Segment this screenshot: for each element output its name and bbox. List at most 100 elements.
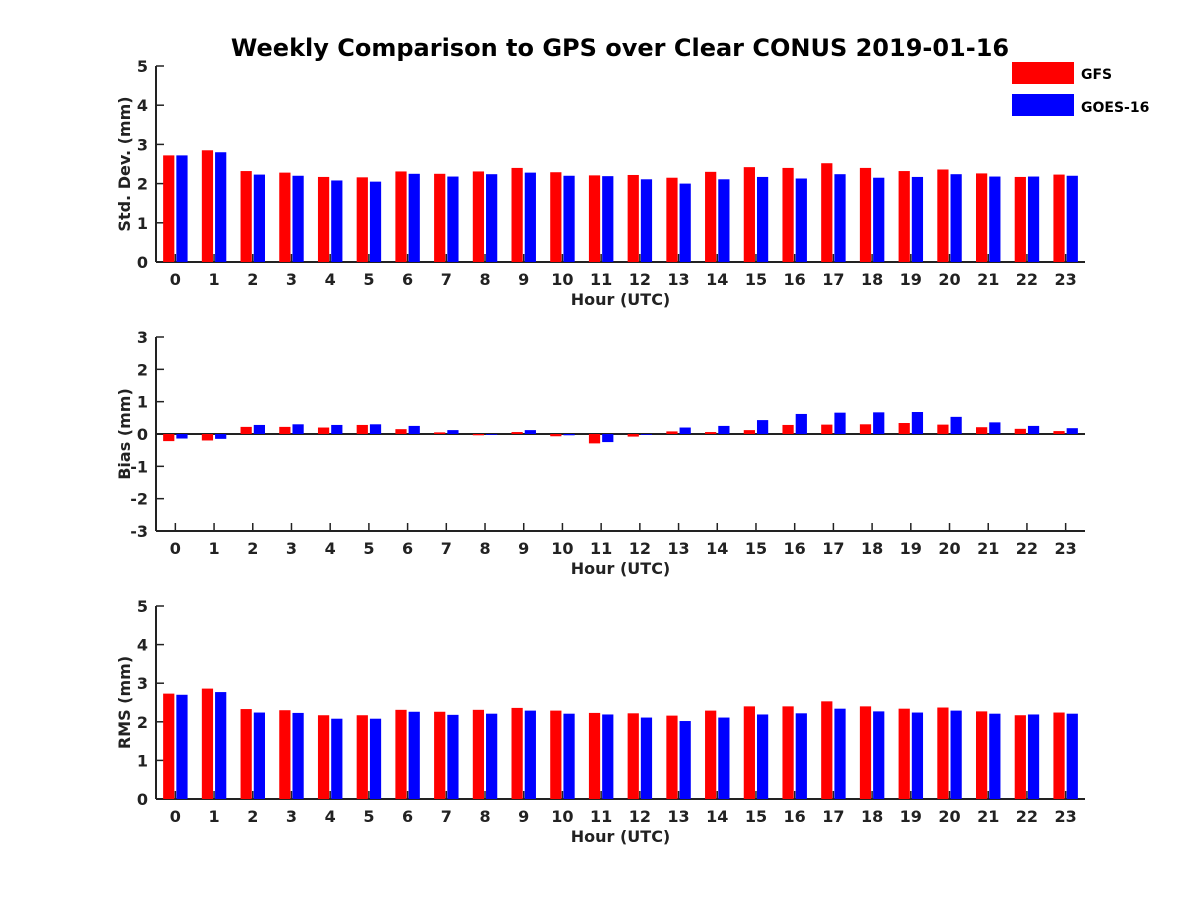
std-bar-goes16-hour-17 xyxy=(834,174,846,262)
rms-bar-goes16-hour-13 xyxy=(679,721,691,799)
bias-xtick-label: 15 xyxy=(745,539,767,558)
bias-bar-gfs-hour-17 xyxy=(821,424,833,434)
bias-xtick-label: 18 xyxy=(861,539,883,558)
std-bar-goes16-hour-10 xyxy=(563,175,575,262)
std-bar-gfs-hour-12 xyxy=(627,174,639,262)
rms-bar-gfs-hour-1 xyxy=(201,688,214,799)
rms-bar-goes16-hour-6 xyxy=(408,711,420,799)
bias-bar-goes16-hour-22 xyxy=(1027,425,1040,434)
std-ytick-label: 4 xyxy=(137,96,148,115)
rms-xtick-label: 22 xyxy=(1016,807,1038,826)
rms-xtick-label: 7 xyxy=(441,807,452,826)
std-xtick-label: 16 xyxy=(784,270,806,289)
std-bar-gfs-hour-7 xyxy=(434,173,446,262)
bias-bar-gfs-hour-12 xyxy=(627,434,639,437)
rms-bar-gfs-hour-15 xyxy=(743,706,755,799)
std-xtick-label: 14 xyxy=(706,270,728,289)
std-xtick-label: 20 xyxy=(938,270,960,289)
bias-bar-gfs-hour-18 xyxy=(859,424,872,434)
std-ytick-label: 2 xyxy=(137,175,148,194)
chart-title: Weekly Comparison to GPS over Clear CONU… xyxy=(231,34,1009,62)
rms-bar-gfs-hour-5 xyxy=(356,715,368,799)
bias-bar-gfs-hour-6 xyxy=(395,429,407,434)
bias-bar-goes16-hour-11 xyxy=(602,434,614,443)
rms-xtick-label: 23 xyxy=(1055,807,1077,826)
rms-bar-gfs-hour-9 xyxy=(511,707,523,799)
std-xtick-label: 11 xyxy=(590,270,612,289)
rms-bar-goes16-hour-14 xyxy=(718,717,730,799)
std-bar-gfs-hour-20 xyxy=(937,169,949,262)
std-bar-gfs-hour-21 xyxy=(976,173,988,262)
bias-bar-goes16-hour-12 xyxy=(640,434,653,435)
rms-bar-goes16-hour-18 xyxy=(873,711,885,799)
bias-xtick-label: 6 xyxy=(402,539,413,558)
rms-xtick-label: 9 xyxy=(518,807,529,826)
bias-bar-gfs-hour-23 xyxy=(1053,431,1065,434)
rms-ytick-label: 3 xyxy=(137,674,148,693)
rms-bar-goes16-hour-12 xyxy=(640,717,653,799)
rms-xtick-label: 17 xyxy=(822,807,844,826)
bias-y-axis-label: Bias (mm) xyxy=(115,388,134,480)
std-bar-goes16-hour-3 xyxy=(292,175,304,262)
std-bar-goes16-hour-13 xyxy=(679,183,691,262)
rms-y-axis-label: RMS (mm) xyxy=(115,656,134,749)
rms-bar-goes16-hour-11 xyxy=(602,714,614,799)
bias-bar-gfs-hour-16 xyxy=(782,424,794,434)
std-ytick-label: 1 xyxy=(137,214,148,233)
bias-bar-goes16-hour-21 xyxy=(989,422,1001,434)
std-bar-goes16-hour-0 xyxy=(176,155,188,262)
bias-xtick-label: 11 xyxy=(590,539,612,558)
bias-xtick-label: 2 xyxy=(247,539,258,558)
std-xtick-label: 8 xyxy=(479,270,490,289)
rms-bar-goes16-hour-15 xyxy=(756,714,769,799)
bias-bar-gfs-hour-15 xyxy=(743,430,755,434)
bias-xtick-label: 19 xyxy=(900,539,922,558)
std-xtick-label: 5 xyxy=(363,270,374,289)
std-bar-gfs-hour-15 xyxy=(743,167,755,262)
bias-bar-gfs-hour-4 xyxy=(317,427,330,434)
rms-xtick-label: 20 xyxy=(938,807,960,826)
bias-xtick-label: 22 xyxy=(1016,539,1038,558)
std-bar-gfs-hour-6 xyxy=(395,171,407,262)
rms-bar-goes16-hour-21 xyxy=(989,713,1001,799)
rms-bar-gfs-hour-14 xyxy=(705,710,717,799)
std-xtick-label: 21 xyxy=(977,270,999,289)
bias-bar-goes16-hour-2 xyxy=(253,424,265,434)
bias-bar-gfs-hour-21 xyxy=(976,427,988,434)
rms-xtick-label: 13 xyxy=(667,807,689,826)
std-xtick-label: 12 xyxy=(629,270,651,289)
rms-bar-gfs-hour-10 xyxy=(550,710,562,799)
bias-xtick-label: 3 xyxy=(286,539,297,558)
rms-bar-gfs-hour-22 xyxy=(1014,715,1026,799)
legend-swatch-gfs xyxy=(1012,62,1074,84)
bias-xtick-label: 16 xyxy=(784,539,806,558)
rms-xtick-label: 10 xyxy=(551,807,573,826)
std-bar-goes16-hour-23 xyxy=(1066,175,1078,262)
rms-bar-gfs-hour-8 xyxy=(472,709,485,799)
std-xtick-label: 13 xyxy=(667,270,689,289)
rms-bar-goes16-hour-20 xyxy=(950,710,962,799)
std-ytick-label: 5 xyxy=(137,57,148,76)
std-xtick-label: 9 xyxy=(518,270,529,289)
std-xtick-label: 10 xyxy=(551,270,573,289)
std-bar-gfs-hour-8 xyxy=(472,171,485,262)
bias-xtick-label: 9 xyxy=(518,539,529,558)
bias-ytick-label: 1 xyxy=(137,393,148,412)
std-bar-gfs-hour-9 xyxy=(511,167,523,262)
bias-xtick-label: 8 xyxy=(479,539,490,558)
rms-xtick-label: 11 xyxy=(590,807,612,826)
rms-bar-goes16-hour-5 xyxy=(369,718,382,799)
std-bar-gfs-hour-4 xyxy=(317,176,330,262)
rms-bar-gfs-hour-23 xyxy=(1053,712,1065,799)
std-bar-gfs-hour-16 xyxy=(782,167,794,262)
rms-xtick-label: 12 xyxy=(629,807,651,826)
bias-bar-gfs-hour-2 xyxy=(240,426,252,434)
std-xtick-label: 18 xyxy=(861,270,883,289)
std-bar-goes16-hour-20 xyxy=(950,174,962,262)
bias-bar-goes16-hour-18 xyxy=(873,412,885,434)
rms-ytick-label: 5 xyxy=(137,597,148,616)
